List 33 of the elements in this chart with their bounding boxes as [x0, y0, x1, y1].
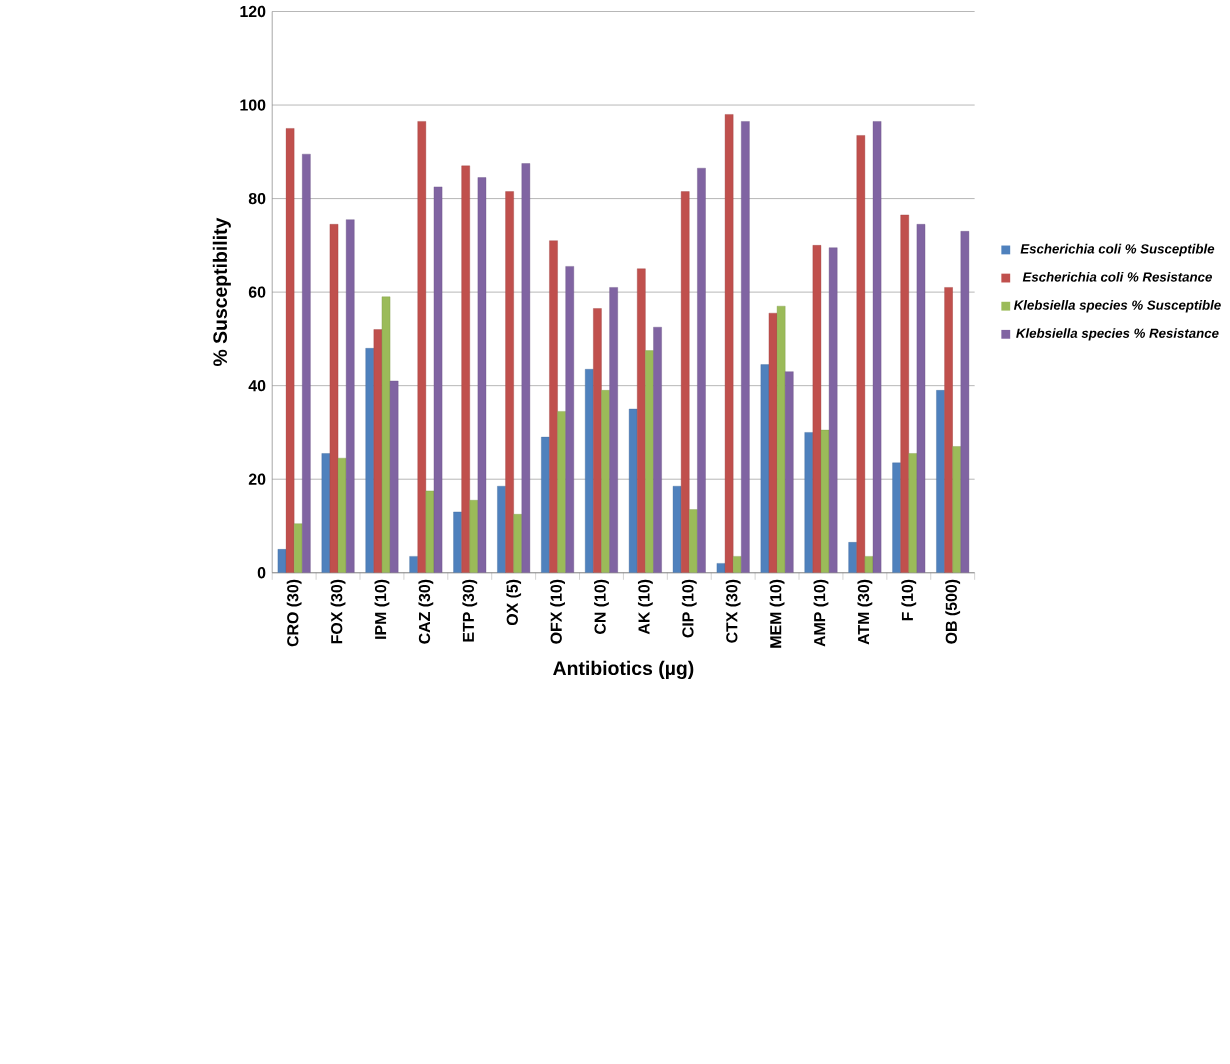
bar — [453, 511, 462, 573]
bar — [329, 224, 339, 573]
bar — [637, 268, 646, 573]
bar — [724, 114, 734, 573]
bar — [892, 462, 901, 573]
bar — [461, 165, 470, 573]
bar — [812, 245, 822, 573]
bar — [373, 329, 383, 573]
bar — [541, 437, 550, 573]
y-axis-title: % Susceptibility — [212, 217, 231, 367]
bar — [593, 308, 602, 573]
bar — [277, 549, 287, 573]
bar — [768, 313, 778, 573]
bar — [672, 486, 682, 573]
x-axis-title: Antibiotics (µg) — [553, 660, 694, 680]
bar — [628, 408, 638, 573]
bar — [365, 348, 375, 573]
bar — [585, 369, 594, 573]
bar — [285, 128, 295, 573]
bar — [321, 453, 331, 573]
bar — [900, 214, 909, 573]
bar — [760, 364, 770, 573]
bar — [804, 432, 814, 573]
bar — [409, 556, 418, 573]
bar — [936, 390, 945, 573]
bar — [680, 191, 690, 573]
bar — [549, 240, 558, 573]
bar — [497, 486, 506, 573]
bar — [417, 121, 427, 573]
bar — [856, 135, 866, 573]
bar — [848, 542, 857, 573]
bar — [944, 287, 953, 573]
bar — [505, 191, 514, 573]
